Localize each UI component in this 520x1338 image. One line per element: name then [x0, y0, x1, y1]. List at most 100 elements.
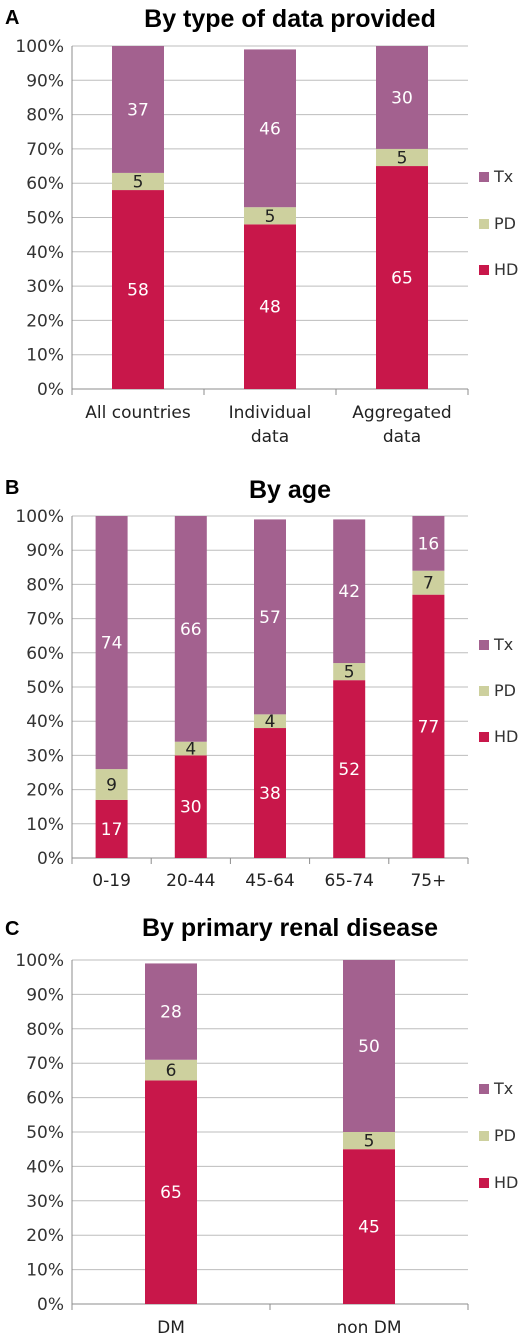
bar-pd [343, 1132, 395, 1150]
legend-swatch-tx [479, 640, 489, 650]
bar-pd [376, 148, 428, 167]
data-label: 16 [418, 534, 440, 554]
data-label: 42 [338, 582, 360, 602]
data-label: 57 [259, 608, 281, 628]
bar-pd [412, 570, 445, 595]
y-tick-label: 50% [26, 1123, 64, 1143]
data-label: 5 [133, 172, 144, 192]
data-label: 6 [166, 1061, 177, 1081]
category-label: DM [157, 1318, 185, 1338]
category-label: 0-19 [92, 871, 131, 891]
y-tick-label: 100% [15, 507, 64, 527]
bar-pd [95, 769, 128, 800]
data-label: 30 [180, 798, 202, 818]
chart-panel-a: A By type of data provided 0% 10% 20% 30% 40% 5… [5, 5, 518, 447]
chart-title: By type of data provided [144, 5, 436, 33]
y-tick-label: 20% [26, 781, 64, 801]
y-tick-label: 80% [26, 575, 64, 595]
legend-label: PD [494, 1126, 516, 1145]
bar-hd [112, 190, 164, 389]
legend-label: HD [494, 727, 518, 746]
legend-swatch-hd [479, 732, 489, 742]
data-label: 66 [180, 620, 202, 640]
legend-label: Tx [493, 635, 513, 654]
chart-title: By age [249, 476, 331, 504]
category-label: 20-44 [166, 871, 215, 891]
y-tick-label: 70% [26, 140, 64, 160]
bar-pd [254, 714, 286, 729]
legend-swatch-tx [479, 172, 489, 182]
bar-pd [174, 741, 207, 756]
category-label: All countries [85, 403, 191, 423]
data-label: 9 [106, 775, 117, 795]
legend-swatch-pd [479, 686, 489, 696]
data-label: 45 [358, 1218, 380, 1238]
data-label: 37 [127, 100, 149, 120]
y-tick-label: 0% [37, 849, 64, 869]
data-label: 5 [364, 1132, 375, 1152]
y-tick-label: 70% [26, 610, 64, 630]
y-tick-label: 20% [26, 1226, 64, 1246]
legend-swatch-tx [479, 1084, 489, 1094]
legend-label: HD [494, 260, 518, 279]
y-tick-label: 90% [26, 985, 64, 1005]
y-tick-label: 90% [26, 541, 64, 561]
bar-tx [112, 46, 164, 173]
bar-tx [412, 516, 445, 571]
data-label: 50 [358, 1037, 380, 1057]
bar-hd [244, 224, 296, 389]
data-label: 52 [338, 760, 360, 780]
y-tick-label: 30% [26, 1192, 64, 1212]
data-label: 65 [160, 1183, 182, 1203]
data-label: 30 [391, 88, 413, 108]
data-label: 7 [423, 574, 434, 594]
data-label: 74 [101, 634, 123, 654]
category-label: data [251, 427, 289, 447]
category-label: Aggregated [352, 403, 451, 423]
legend-label: Tx [493, 1079, 513, 1098]
y-tick-label: 10% [26, 815, 64, 835]
bar-tx [333, 519, 366, 664]
bar-hd [145, 1080, 197, 1304]
bar-hd [376, 166, 428, 389]
bar-hd [95, 799, 128, 858]
y-tick-label: 10% [26, 1261, 64, 1281]
bar-tx [343, 960, 395, 1132]
data-label: 17 [101, 820, 123, 840]
bar-hd [174, 755, 207, 858]
category-label: 45-64 [245, 871, 294, 891]
bar-pd [333, 663, 366, 681]
y-tick-label: 60% [26, 644, 64, 664]
legend-label: Tx [493, 167, 513, 186]
legend-label: PD [494, 681, 516, 700]
y-tick-label: 40% [26, 712, 64, 732]
data-label: 5 [344, 663, 355, 683]
panel-letter: A [5, 7, 19, 29]
y-tick-label: 40% [26, 243, 64, 263]
y-tick-label: 50% [26, 209, 64, 229]
chart-title: By primary renal disease [142, 914, 438, 942]
category-label: Individual [229, 403, 312, 423]
data-label: 4 [185, 740, 196, 760]
y-tick-label: 90% [26, 71, 64, 91]
category-label: 65-74 [324, 871, 373, 891]
legend-swatch-pd [479, 219, 489, 229]
bar-hd [343, 1149, 395, 1304]
bar-tx [174, 516, 207, 742]
data-label: 4 [265, 712, 276, 732]
bar-pd [244, 207, 296, 225]
y-tick-label: 10% [26, 346, 64, 366]
y-tick-label: 50% [26, 678, 64, 698]
y-tick-label: 30% [26, 277, 64, 297]
y-tick-label: 0% [37, 1295, 64, 1315]
legend-swatch-pd [479, 1131, 489, 1141]
y-tick-label: 100% [15, 37, 64, 57]
y-tick-label: 0% [37, 380, 64, 400]
bar-pd [145, 1059, 197, 1081]
legend-label: PD [494, 214, 516, 233]
panel-letter: C [5, 918, 19, 940]
legend-swatch-hd [479, 1178, 489, 1188]
panel-letter: B [5, 477, 19, 499]
data-label: 58 [127, 281, 149, 301]
